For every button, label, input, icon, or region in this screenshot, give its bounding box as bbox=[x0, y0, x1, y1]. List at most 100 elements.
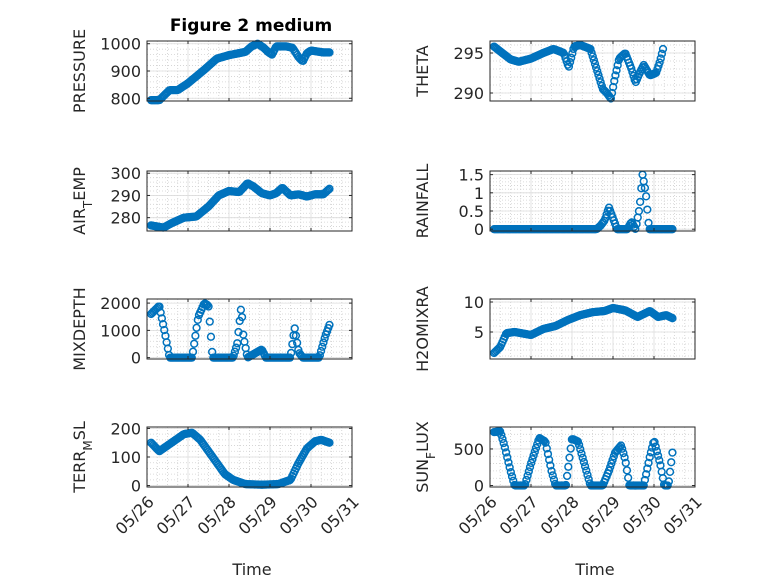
data-point bbox=[643, 464, 652, 473]
data-point bbox=[203, 300, 212, 310]
data-series bbox=[146, 299, 334, 362]
data-point bbox=[325, 438, 334, 447]
data-point bbox=[319, 338, 328, 347]
axes-box bbox=[489, 298, 696, 360]
y-axis-label: THETA bbox=[413, 45, 432, 97]
data-point bbox=[594, 70, 603, 80]
y-tick-label: 1 bbox=[474, 184, 484, 203]
data-point bbox=[191, 331, 200, 340]
data-point bbox=[641, 470, 651, 479]
y-tick-label: 290 bbox=[110, 186, 141, 205]
data-point bbox=[589, 55, 599, 65]
data-point bbox=[206, 332, 216, 341]
data-point bbox=[499, 438, 508, 448]
data-point bbox=[607, 459, 616, 468]
data-point bbox=[606, 462, 615, 472]
y-tick-label: 1000 bbox=[100, 35, 141, 54]
x-axis-label-right: Time bbox=[574, 560, 614, 579]
data-point bbox=[504, 458, 513, 467]
y-tick-label: 300 bbox=[110, 164, 141, 183]
data-point bbox=[579, 457, 589, 467]
data-point bbox=[598, 218, 608, 227]
data-series bbox=[146, 39, 334, 105]
y-tick-label: 0.5 bbox=[459, 202, 484, 221]
data-series bbox=[489, 427, 677, 490]
y-axis-label: PRESSURE bbox=[70, 29, 89, 113]
data-point bbox=[531, 443, 541, 453]
data-point bbox=[158, 320, 168, 329]
data-point bbox=[668, 314, 677, 323]
data-point bbox=[611, 71, 620, 80]
data-point bbox=[640, 475, 650, 485]
data-point bbox=[590, 59, 600, 68]
data-point bbox=[643, 205, 652, 214]
data-point bbox=[577, 449, 586, 458]
data-point bbox=[318, 342, 327, 351]
x-tick-label: 05/28 bbox=[537, 492, 583, 538]
data-point bbox=[641, 192, 651, 201]
data-point bbox=[543, 449, 553, 459]
data-point bbox=[325, 184, 334, 193]
data-point bbox=[547, 466, 556, 476]
data-point bbox=[190, 339, 199, 348]
data-point bbox=[506, 468, 516, 477]
data-point bbox=[576, 445, 585, 454]
data-point bbox=[606, 94, 616, 103]
data-point bbox=[230, 347, 240, 356]
data-point bbox=[657, 49, 667, 58]
x-tick-label: 05/29 bbox=[235, 492, 281, 538]
data-point bbox=[593, 67, 602, 76]
x-tick-label: 05/27 bbox=[496, 492, 542, 538]
subplot-pressure: 800 900 1000 PRESSURE bbox=[70, 29, 353, 113]
y-tick-label: 10 bbox=[464, 293, 484, 312]
y-tick-label: 1.5 bbox=[459, 166, 484, 185]
x-tick-label: 05/30 bbox=[276, 492, 322, 538]
x-tick-label: 05/31 bbox=[660, 492, 706, 538]
data-point bbox=[644, 458, 653, 468]
data-point bbox=[665, 467, 675, 476]
y-axis-label: AIRTEMP bbox=[70, 167, 95, 235]
data-point bbox=[608, 455, 617, 465]
data-point bbox=[548, 471, 557, 480]
y-tick-label: 295 bbox=[453, 44, 484, 63]
y-tick-label: 0 bbox=[474, 220, 484, 239]
data-point bbox=[156, 308, 165, 317]
data-point bbox=[567, 53, 576, 62]
y-tick-label: 100 bbox=[110, 448, 141, 467]
y-tick-label: 0 bbox=[131, 477, 141, 496]
data-point bbox=[610, 76, 619, 86]
data-point bbox=[205, 317, 214, 326]
y-tick-label: 500 bbox=[453, 440, 484, 459]
data-point bbox=[562, 471, 572, 481]
data-point bbox=[155, 302, 164, 311]
data-point bbox=[188, 347, 198, 356]
data-point bbox=[561, 480, 571, 490]
axes-box bbox=[146, 170, 353, 232]
data-point bbox=[586, 44, 595, 54]
data-point bbox=[497, 430, 506, 440]
data-point bbox=[530, 447, 539, 456]
data-point bbox=[320, 334, 329, 343]
data-point bbox=[564, 462, 573, 471]
data-series bbox=[489, 40, 668, 103]
data-point bbox=[620, 453, 629, 462]
data-point bbox=[528, 455, 537, 464]
data-point bbox=[583, 470, 592, 480]
data-point bbox=[286, 348, 296, 358]
subplot-mixdepth: 0 1000 2000 MIXDEPTH bbox=[70, 287, 353, 371]
subplot-h2omixra: 5 10 H2OMIXRA bbox=[413, 286, 696, 372]
data-point bbox=[541, 438, 550, 447]
data-point bbox=[498, 434, 507, 444]
data-point bbox=[237, 312, 247, 322]
data-point bbox=[546, 461, 555, 470]
y-tick-label: 290 bbox=[453, 84, 484, 103]
data-point bbox=[523, 471, 532, 480]
data-point bbox=[622, 466, 632, 475]
data-point bbox=[619, 448, 628, 458]
data-point bbox=[193, 315, 202, 324]
data-point bbox=[656, 54, 665, 63]
data-series bbox=[489, 170, 677, 234]
x-tick-label: 05/26 bbox=[455, 492, 501, 538]
